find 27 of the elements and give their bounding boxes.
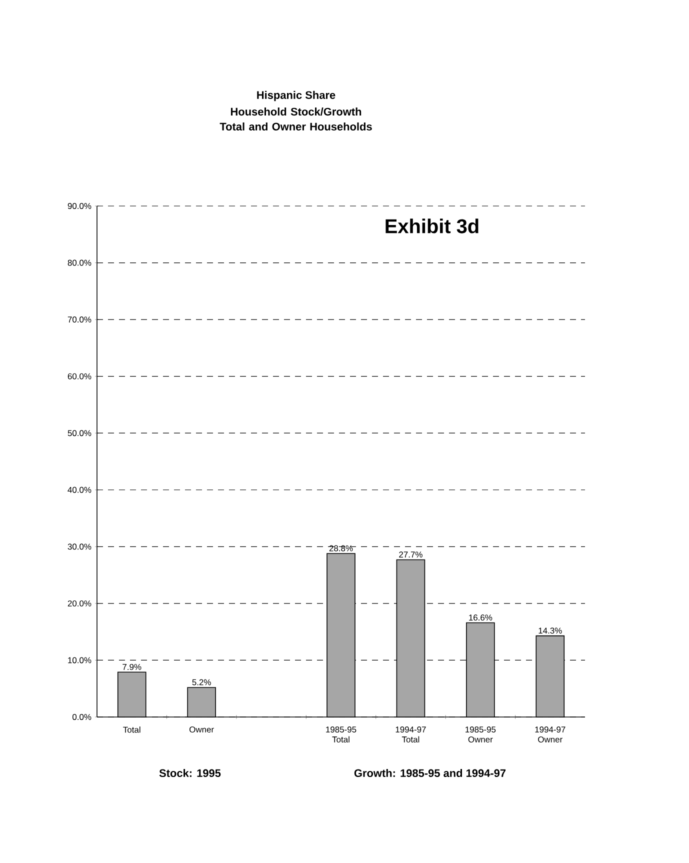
x-tick-label: 1994-97 Owner bbox=[535, 726, 566, 742]
y-tick-label: 80.0% bbox=[68, 260, 92, 266]
data-label: 28.8% bbox=[329, 545, 353, 552]
y-tick-label: 20.0% bbox=[68, 600, 92, 606]
x-tick-label: Owner bbox=[190, 726, 214, 732]
text: Stock: 1995 bbox=[159, 768, 221, 778]
data-label: 5.2% bbox=[192, 679, 211, 686]
x-tick-label: Total bbox=[123, 726, 140, 733]
chart-subtitle: Household Stock/Growth Total and Owner Households bbox=[220, 108, 372, 131]
y-tick-label: 10.0% bbox=[68, 657, 92, 664]
data-label: 27.7% bbox=[399, 552, 422, 558]
y-tick-label: 50.0% bbox=[68, 430, 92, 436]
y-tick-label: 40.0% bbox=[68, 486, 92, 493]
y-tick-label: 0.0% bbox=[72, 714, 92, 720]
x-tick-label: 1994-97 Total bbox=[396, 726, 426, 742]
y-tick-label: 90.0% bbox=[68, 203, 92, 209]
annotation: Exhibit 3d bbox=[386, 218, 478, 234]
data-label: 7.9% bbox=[122, 664, 142, 670]
y-tick-label: 30.0% bbox=[68, 544, 92, 550]
y-tick-label: 70.0% bbox=[68, 316, 92, 323]
x-tick-label: 1985-95 Total bbox=[326, 726, 356, 742]
y-tick-label: 60.0% bbox=[68, 373, 92, 380]
chart-title: Hispanic Share bbox=[257, 90, 336, 102]
text: Growth: 1985-95 and 1994-97 bbox=[354, 768, 506, 778]
x-tick-label: 1985-95 Owner bbox=[466, 726, 496, 742]
data-label: 14.3% bbox=[538, 628, 562, 634]
data-label: 16.6% bbox=[469, 614, 492, 621]
